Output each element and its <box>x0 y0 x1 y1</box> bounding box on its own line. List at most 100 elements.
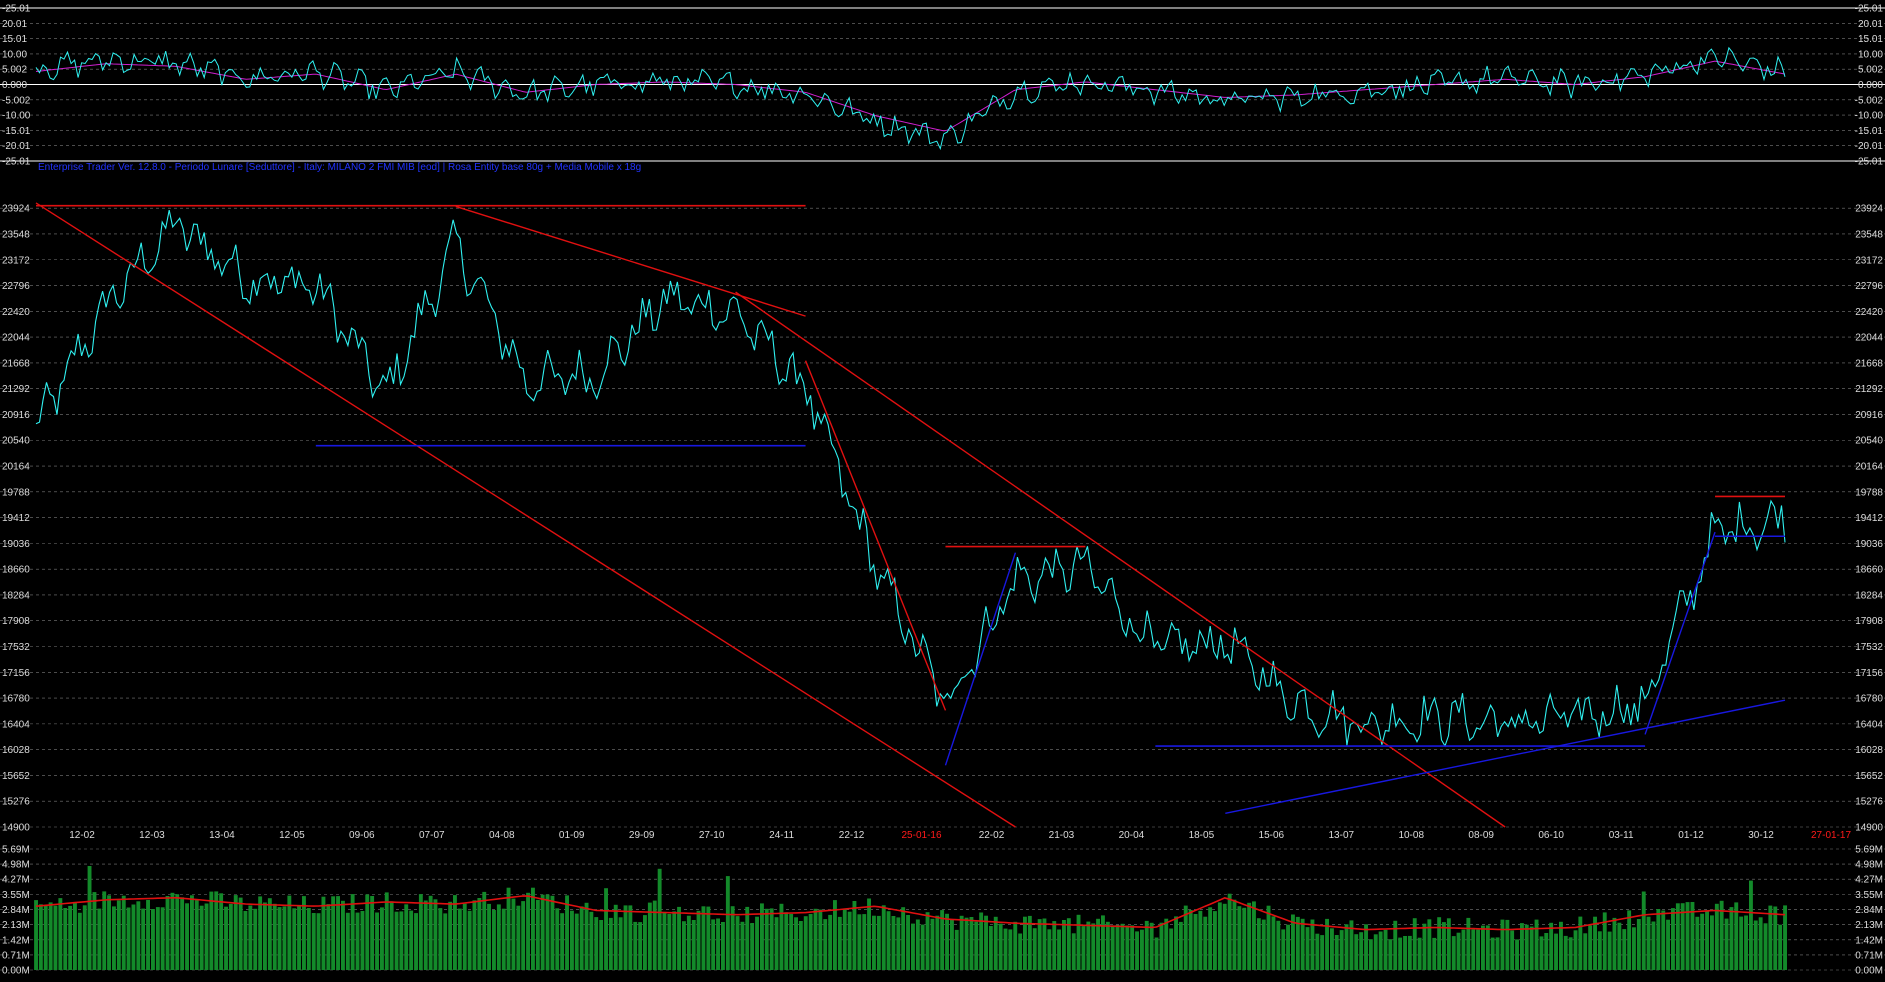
price-axis-label-right: 20540 <box>1855 436 1883 447</box>
volume-bar <box>1768 905 1773 970</box>
volume-bar <box>321 896 326 970</box>
volume-bar <box>1505 919 1510 970</box>
volume-bar <box>808 913 813 970</box>
volume-bar <box>1627 910 1632 970</box>
volume-bar <box>1286 924 1290 970</box>
volume-bar <box>1656 909 1661 970</box>
volume-bar <box>1091 923 1096 970</box>
volume-bar <box>633 921 638 970</box>
volume-bar <box>1524 924 1529 970</box>
volume-bar <box>204 903 209 970</box>
volume-bar <box>594 917 599 970</box>
volume-axis-label-left: 4.98M <box>2 860 30 871</box>
volume-bar <box>1213 911 1217 970</box>
volume-bar <box>1666 919 1670 970</box>
volume-bar <box>82 905 87 970</box>
volume-bar <box>886 911 891 970</box>
volume-bar <box>516 905 521 970</box>
volume-bar <box>950 919 954 970</box>
oscillator-axis-label-right: -20.01 <box>1855 141 1884 152</box>
volume-bar <box>316 913 321 970</box>
volume-bar <box>1778 924 1783 970</box>
volume-bar <box>399 911 404 970</box>
volume-bar <box>735 916 740 970</box>
volume-bar <box>1305 927 1310 970</box>
volume-bar <box>1315 933 1320 970</box>
volume-axis-label-right: 1.42M <box>1855 935 1883 946</box>
volume-bar <box>1432 937 1437 970</box>
volume-bar <box>438 908 443 970</box>
volume-bar <box>418 894 423 970</box>
volume-bar <box>258 896 263 970</box>
price-axis-label-left: 15276 <box>2 797 30 808</box>
volume-bar <box>389 901 394 970</box>
volume-bar <box>1013 921 1018 970</box>
volume-axis-label-left: 5.69M <box>2 845 30 856</box>
volume-bar <box>496 904 501 970</box>
volume-bar <box>73 902 77 970</box>
volume-bar <box>1174 916 1178 970</box>
volume-bar <box>1052 921 1057 970</box>
volume-bar <box>297 906 301 970</box>
volume-bar <box>1412 918 1417 970</box>
volume-bar <box>380 907 384 970</box>
volume-bar <box>92 892 97 970</box>
volume-bar <box>906 915 910 970</box>
volume-bar <box>1520 923 1524 970</box>
volume-bar <box>404 904 409 970</box>
price-axis-label-right: 15276 <box>1855 797 1883 808</box>
volume-bar <box>1378 931 1383 970</box>
volume-bar <box>1632 927 1636 970</box>
volume-bar <box>1368 939 1373 970</box>
volume-bar <box>584 902 589 970</box>
volume-bar <box>472 900 477 970</box>
volume-bar <box>974 921 979 970</box>
volume-bar <box>1680 903 1685 970</box>
oscillator-axis-label-left: 20.01 <box>2 19 27 30</box>
red-trendline <box>35 202 1016 828</box>
price-axis-label-left: 18284 <box>2 590 30 601</box>
oscillator-axis-label-left: 0.000 <box>2 80 27 91</box>
volume-bar <box>701 906 706 970</box>
blue-trendline <box>1225 699 1786 814</box>
x-axis-date-label: 15-06 <box>1259 830 1285 841</box>
volume-bar <box>462 903 467 970</box>
x-axis-date-label: 04-08 <box>489 830 515 841</box>
axes-labels: -25.01 -25.01 20.01 20.01 15.01 15.01 10.00 10.… <box>2 4 1883 977</box>
volume-bar <box>560 913 565 970</box>
price-axis-label-left: 17908 <box>2 616 30 627</box>
volume-bar <box>1125 925 1130 970</box>
price-axis-label-left: 20540 <box>2 436 30 447</box>
volume-axis-label-left: 2.13M <box>2 920 30 931</box>
volume-bar <box>287 895 292 970</box>
volume-bar <box>102 891 107 970</box>
volume-bar <box>360 911 365 970</box>
volume-bar <box>521 901 526 970</box>
price-axis-label-right: 17532 <box>1855 642 1883 653</box>
volume-bar <box>506 887 511 970</box>
volume-bar <box>467 910 472 970</box>
volume-bar <box>570 910 574 970</box>
volume-bar <box>214 891 219 970</box>
volume-bar <box>643 915 647 970</box>
volume-bar <box>146 899 150 970</box>
volume-bar <box>34 900 38 970</box>
volume-bar <box>423 900 428 970</box>
volume-bar <box>599 920 604 970</box>
oscillator-axis-label-left: -10.00 <box>2 111 31 122</box>
volume-bar <box>53 905 58 970</box>
volume-bar <box>1578 916 1583 970</box>
volume-bar <box>608 917 613 970</box>
volume-bar <box>1617 922 1622 970</box>
volume-bar <box>1559 921 1563 970</box>
volume-bar <box>1398 937 1403 970</box>
volume-bar <box>409 910 414 970</box>
volume-bar <box>813 908 818 970</box>
volume-bar <box>1739 916 1744 970</box>
volume-bar <box>1773 906 1778 970</box>
x-axis-date-label: 24-11 <box>769 830 794 841</box>
volume-bar <box>1032 928 1037 970</box>
x-axis-date-label: 18-05 <box>1189 830 1215 841</box>
